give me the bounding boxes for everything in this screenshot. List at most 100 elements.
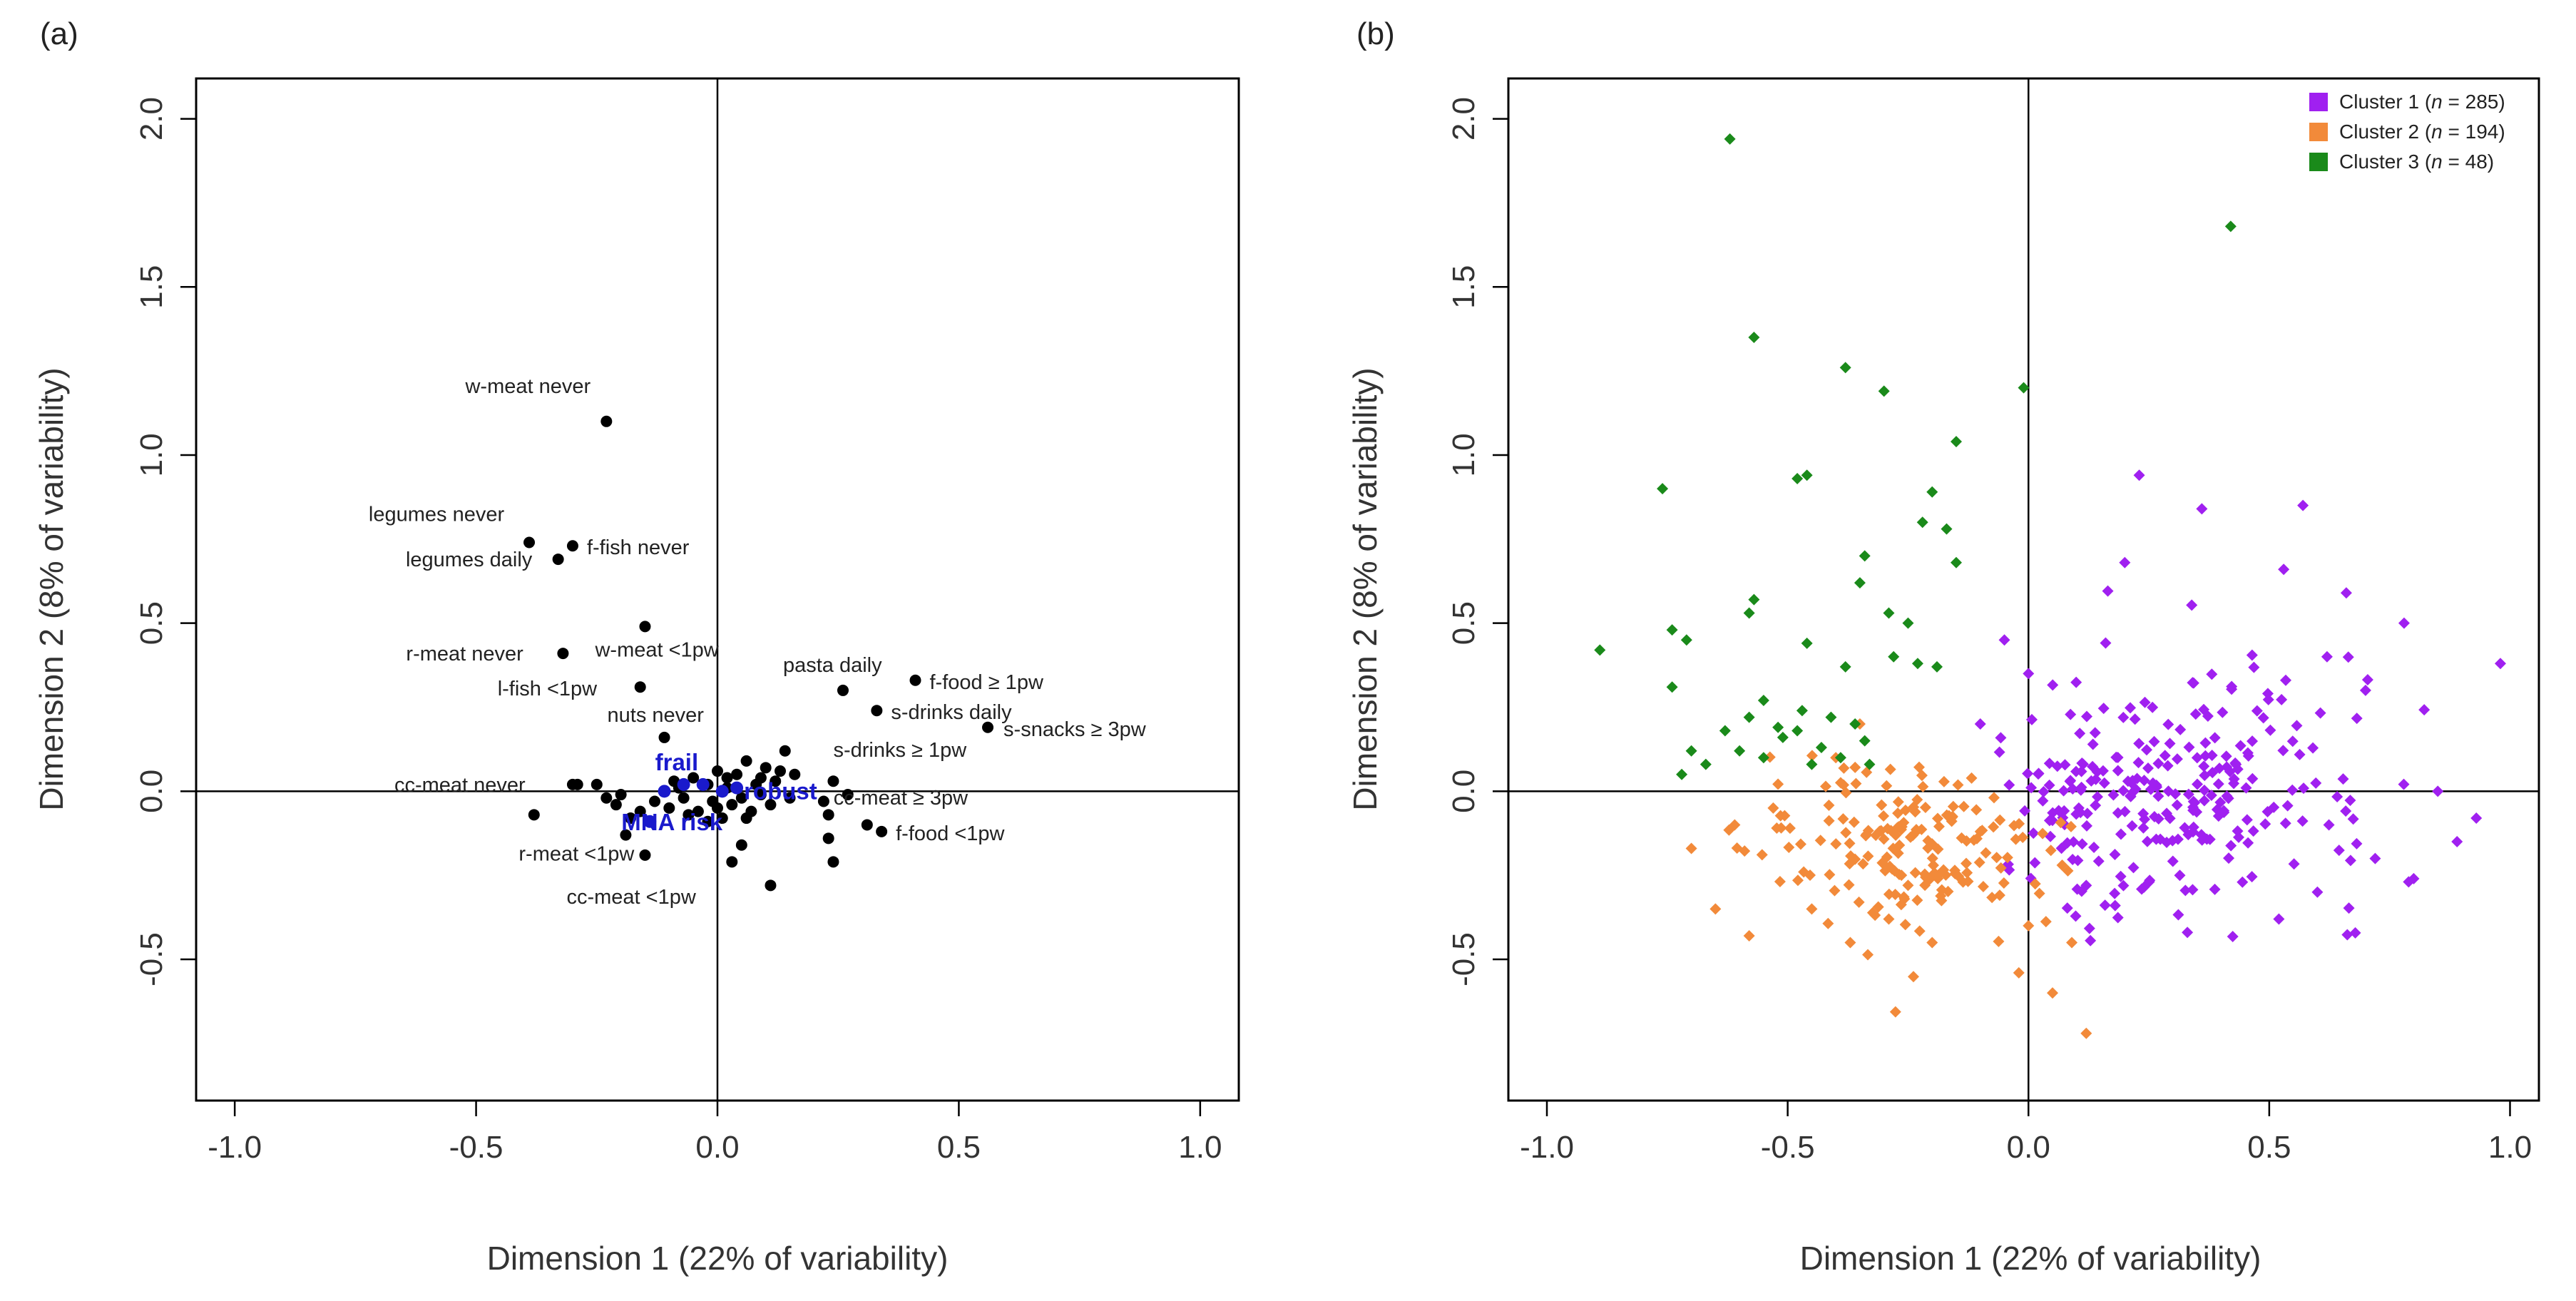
panel-a-y-axis: -0.5 0.0 0.5 1.0 1.5 2.0: [134, 97, 196, 986]
cluster-1-point: [2297, 499, 2309, 511]
cluster-1-point: [2143, 876, 2155, 888]
cluster-2-point: [1798, 866, 1810, 878]
cluster-2-point: [1823, 799, 1835, 811]
cluster-2-point: [1829, 884, 1841, 897]
cluster-2-point: [1876, 799, 1888, 811]
cluster-1-point: [2286, 784, 2299, 796]
cluster-1-point: [2349, 927, 2361, 939]
cluster-2-point: [1853, 896, 1865, 908]
cluster-1-point: [2029, 857, 2041, 869]
cluster-3-point: [1796, 705, 1808, 717]
panel-a-point: [770, 775, 782, 787]
cluster-1-point: [2150, 779, 2162, 791]
cluster-2-point: [1918, 868, 1931, 880]
panel-a-point: [765, 879, 777, 892]
cluster-1-point: [2224, 765, 2236, 777]
panel-a-point-label: s-drinks ≥ 1pw: [833, 739, 967, 762]
cluster-2-point: [1932, 843, 1944, 855]
cluster-2-point: [1774, 810, 1787, 822]
cluster-1-point: [2083, 922, 2095, 934]
panel-a-point: [726, 856, 738, 868]
cluster-1-point: [2102, 585, 2114, 597]
cluster-2-point: [1843, 879, 1855, 891]
cluster-3-point: [1734, 745, 1746, 757]
panel-a-highlight-label: robust: [744, 778, 817, 805]
cluster-1-point: [2162, 760, 2174, 772]
cluster-3-point: [2018, 382, 2030, 394]
cluster-2-point: [1857, 858, 1869, 870]
cluster-3-point: [1878, 385, 1890, 397]
cluster-1-point: [2080, 710, 2092, 723]
panel-a-point: [735, 839, 747, 851]
cluster-1-point: [2261, 688, 2274, 700]
panel-a-point-label: nuts never: [608, 704, 705, 727]
cluster-1-point: [2451, 836, 2463, 848]
panel-a-labeled-point: [566, 778, 578, 790]
panel-a-labeled-point: [639, 621, 651, 633]
cluster-1-point: [2109, 899, 2121, 912]
cluster-1-point: [2278, 563, 2290, 576]
cluster-2-point: [1792, 874, 1804, 887]
panel-a-points: [523, 415, 994, 892]
cluster-2-point: [1844, 937, 1856, 949]
cluster-3-point: [1792, 725, 1804, 737]
cluster-1-point: [2247, 735, 2259, 748]
cluster-1-point: [2264, 724, 2276, 736]
panel-b-x-axis: -1.0 -0.5 0.0 0.5 1.0: [1520, 1101, 2532, 1165]
cluster-1-point: [2072, 802, 2085, 814]
cluster-2-point: [1774, 875, 1786, 887]
panel-a-labeled-point: [837, 684, 849, 696]
cluster-1-point: [2051, 760, 2063, 772]
cluster-1-point: [2022, 767, 2034, 780]
cluster-1-point: [2187, 801, 2199, 813]
panel-a-y-tick-label: 1.0: [134, 433, 169, 476]
cluster-2-point: [1952, 779, 1964, 791]
cluster-1-point: [2343, 902, 2355, 914]
cluster-1-point: [2192, 778, 2204, 790]
panel-b-y-tick-label: 0.0: [1446, 770, 1481, 813]
cluster-1-point: [2199, 737, 2212, 749]
cluster-2-point: [1784, 822, 1796, 835]
cluster-1-point: [2098, 777, 2110, 789]
cluster-1-point: [2202, 710, 2214, 722]
cluster-2-point: [1844, 837, 1856, 850]
cluster-1-point: [2139, 813, 2151, 825]
cluster-1-point: [2179, 884, 2192, 897]
cluster-2-point: [1764, 751, 1776, 763]
panel-a-y-tick-label: -0.5: [134, 932, 169, 986]
cluster-2-point: [1849, 853, 1861, 865]
cluster-1-point: [2276, 693, 2288, 705]
cluster-2-point: [1889, 888, 1901, 900]
cluster-3-point: [1941, 523, 1953, 535]
panel-a-point: [760, 762, 772, 774]
cluster-1-point: [2432, 785, 2444, 797]
cluster-3-point: [1743, 607, 1755, 619]
cluster-1-point: [2297, 782, 2309, 795]
cluster-2-point: [1883, 888, 1895, 900]
cluster-1-point: [2064, 775, 2076, 787]
cluster-1-point: [2248, 661, 2260, 673]
panel-b-x-tick-label: 1.0: [2488, 1130, 2532, 1165]
cluster-3-point: [1757, 695, 1769, 707]
cluster-1-point: [2307, 742, 2319, 754]
panel-a-labeled-point: [827, 775, 839, 787]
cluster-2-point: [1995, 862, 2007, 874]
cluster-1-point: [2109, 887, 2121, 899]
cluster-1-point: [2067, 853, 2079, 865]
cluster-1-point: [2337, 773, 2349, 785]
cluster-1-point: [2126, 820, 2138, 832]
cluster-2-point: [1840, 827, 1852, 839]
cluster-1-point: [2209, 883, 2221, 895]
cluster-1-point: [2107, 789, 2120, 801]
cluster-1-point: [2033, 768, 2045, 780]
cluster-2-point: [2008, 820, 2020, 832]
cluster-2-point: [1916, 770, 1928, 782]
cluster-1-point: [1995, 732, 2007, 744]
cluster-2-point: [2033, 887, 2045, 899]
cluster-1-point: [2242, 747, 2254, 759]
cluster-2-point: [1931, 812, 1943, 825]
cluster-2-point: [1772, 778, 1784, 790]
cluster-2-point: [1895, 899, 1907, 911]
cluster-1-point: [2314, 707, 2326, 719]
cluster-1-point: [2090, 800, 2102, 812]
